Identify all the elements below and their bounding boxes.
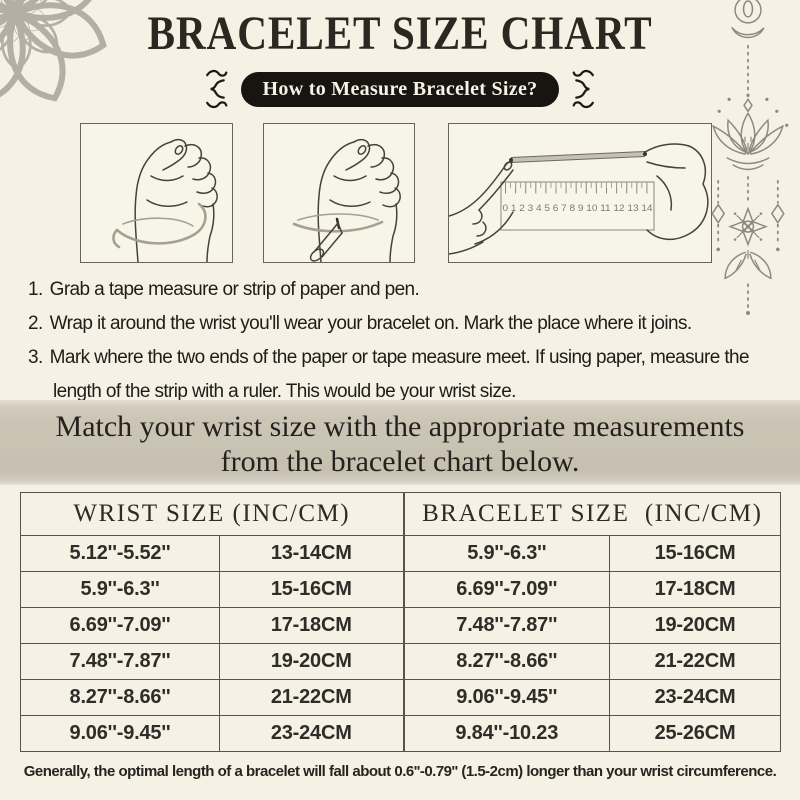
step-text: Mark where the two ends of the paper or … [49, 347, 750, 402]
badge-row: How to Measure Bracelet Size? [0, 69, 800, 109]
banner-line-1: Match your wrist size with the appropria… [55, 410, 745, 443]
size-chart-table: WRIST SIZE (INC/CM) BRACELET SIZE (INC/C… [20, 492, 782, 752]
page-title: BRACELET SIZE CHART [147, 7, 653, 60]
bracelet-inches-cell: 7.48''-7.87'' [403, 607, 610, 644]
bracelet-inches-cell: 5.9''-6.3'' [403, 535, 610, 572]
wrist-cm-cell: 21-22CM [219, 679, 405, 716]
lotus-mandala-icon [0, 0, 115, 113]
ruler-numbers: 0 1 2 3 4 5 6 7 8 9 10 11 12 13 14 [503, 203, 653, 214]
wrist-inches-cell: 6.69''-7.09'' [20, 607, 220, 644]
wrist-size-header: WRIST SIZE (INC/CM) [20, 492, 405, 536]
size-row: 7.48''-7.87'' 19-20CM 8.27''-8.66'' 21-2… [20, 643, 782, 680]
wrist-inches-cell: 7.48''-7.87'' [20, 643, 220, 680]
match-banner: Match your wrist size with the appropria… [0, 400, 800, 485]
bracelet-size-header: BRACELET SIZE (INC/CM) [402, 492, 782, 536]
wrist-cm-cell: 17-18CM [219, 607, 405, 644]
size-row: 5.9''-6.3'' 15-16CM 6.69''-7.09'' 17-18C… [20, 571, 782, 608]
step-number: 1. [28, 279, 43, 300]
wrap-tape-illustration [80, 123, 233, 263]
size-row: 5.12''-5.52'' 13-14CM 5.9''-6.3'' 15-16C… [20, 535, 782, 572]
bracelet-cm-cell: 23-24CM [608, 679, 782, 716]
wrist-inches-cell: 5.12''-5.52'' [20, 535, 220, 572]
wrist-cm-cell: 23-24CM [219, 715, 405, 752]
wrist-cm-cell: 13-14CM [219, 535, 405, 572]
banner-line-2: from the bracelet chart below. [220, 445, 580, 478]
hands-ruler-icon: 0 1 2 3 4 5 6 7 8 9 10 11 12 13 14 [449, 143, 709, 255]
size-row: 9.06''-9.45'' 23-24CM 9.84''-10.23 25-26… [20, 715, 782, 752]
instruction-step-3: 3. Mark where the two ends of the paper o… [28, 341, 782, 409]
hand-tape-icon [112, 138, 218, 262]
size-row: 6.69''-7.09'' 17-18CM 7.48''-7.87'' 19-2… [20, 607, 782, 644]
step-text: Grab a tape measure or strip of paper an… [49, 279, 420, 300]
step-number: 3. [28, 347, 43, 368]
wrist-inches-cell: 9.06''-9.45'' [20, 715, 220, 752]
bracelet-cm-cell: 17-18CM [608, 571, 782, 608]
wrist-inches-cell: 5.9''-6.3'' [20, 571, 220, 608]
footer-note: Generally, the optimal length of a brace… [23, 763, 777, 780]
bracelet-cm-cell: 19-20CM [608, 607, 782, 644]
bracelet-cm-cell: 15-16CM [608, 535, 782, 572]
bracelet-inches-cell: 6.69''-7.09'' [403, 571, 610, 608]
size-row: 8.27''-8.66'' 21-22CM 9.06''-9.45'' 23-2… [20, 679, 782, 716]
hand-pen-icon [292, 138, 401, 262]
step-text: Wrap it around the wrist you'll wear you… [49, 313, 692, 334]
instruction-step-1: 1. Grab a tape measure or strip of paper … [28, 273, 782, 307]
bracelet-cm-cell: 21-22CM [608, 643, 782, 680]
boho-lotus-ornament-icon [707, 0, 789, 316]
header-row: WRIST SIZE (INC/CM) BRACELET SIZE (INC/C… [20, 492, 782, 536]
bracelet-cm-cell: 25-26CM [608, 715, 782, 752]
measure-ruler-illustration: 0 1 2 3 4 5 6 7 8 9 10 11 12 13 14 [448, 123, 712, 263]
instructions-list: 1. Grab a tape measure or strip of paper … [28, 273, 782, 409]
mark-pen-illustration [263, 123, 415, 263]
squiggle-bracket-right-icon [573, 69, 595, 109]
wrist-cm-cell: 15-16CM [219, 571, 405, 608]
how-to-measure-badge: How to Measure Bracelet Size? [240, 71, 560, 107]
bracelet-inches-cell: 8.27''-8.66'' [403, 643, 610, 680]
wrist-inches-cell: 8.27''-8.66'' [20, 679, 220, 716]
bracelet-inches-cell: 9.06''-9.45'' [403, 679, 610, 716]
instruction-step-2: 2. Wrap it around the wrist you'll wear y… [28, 307, 782, 341]
bracelet-inches-cell: 9.84''-10.23 [403, 715, 610, 752]
wrist-cm-cell: 19-20CM [219, 643, 405, 680]
step-number: 2. [28, 313, 43, 334]
squiggle-bracket-left-icon [205, 69, 227, 109]
